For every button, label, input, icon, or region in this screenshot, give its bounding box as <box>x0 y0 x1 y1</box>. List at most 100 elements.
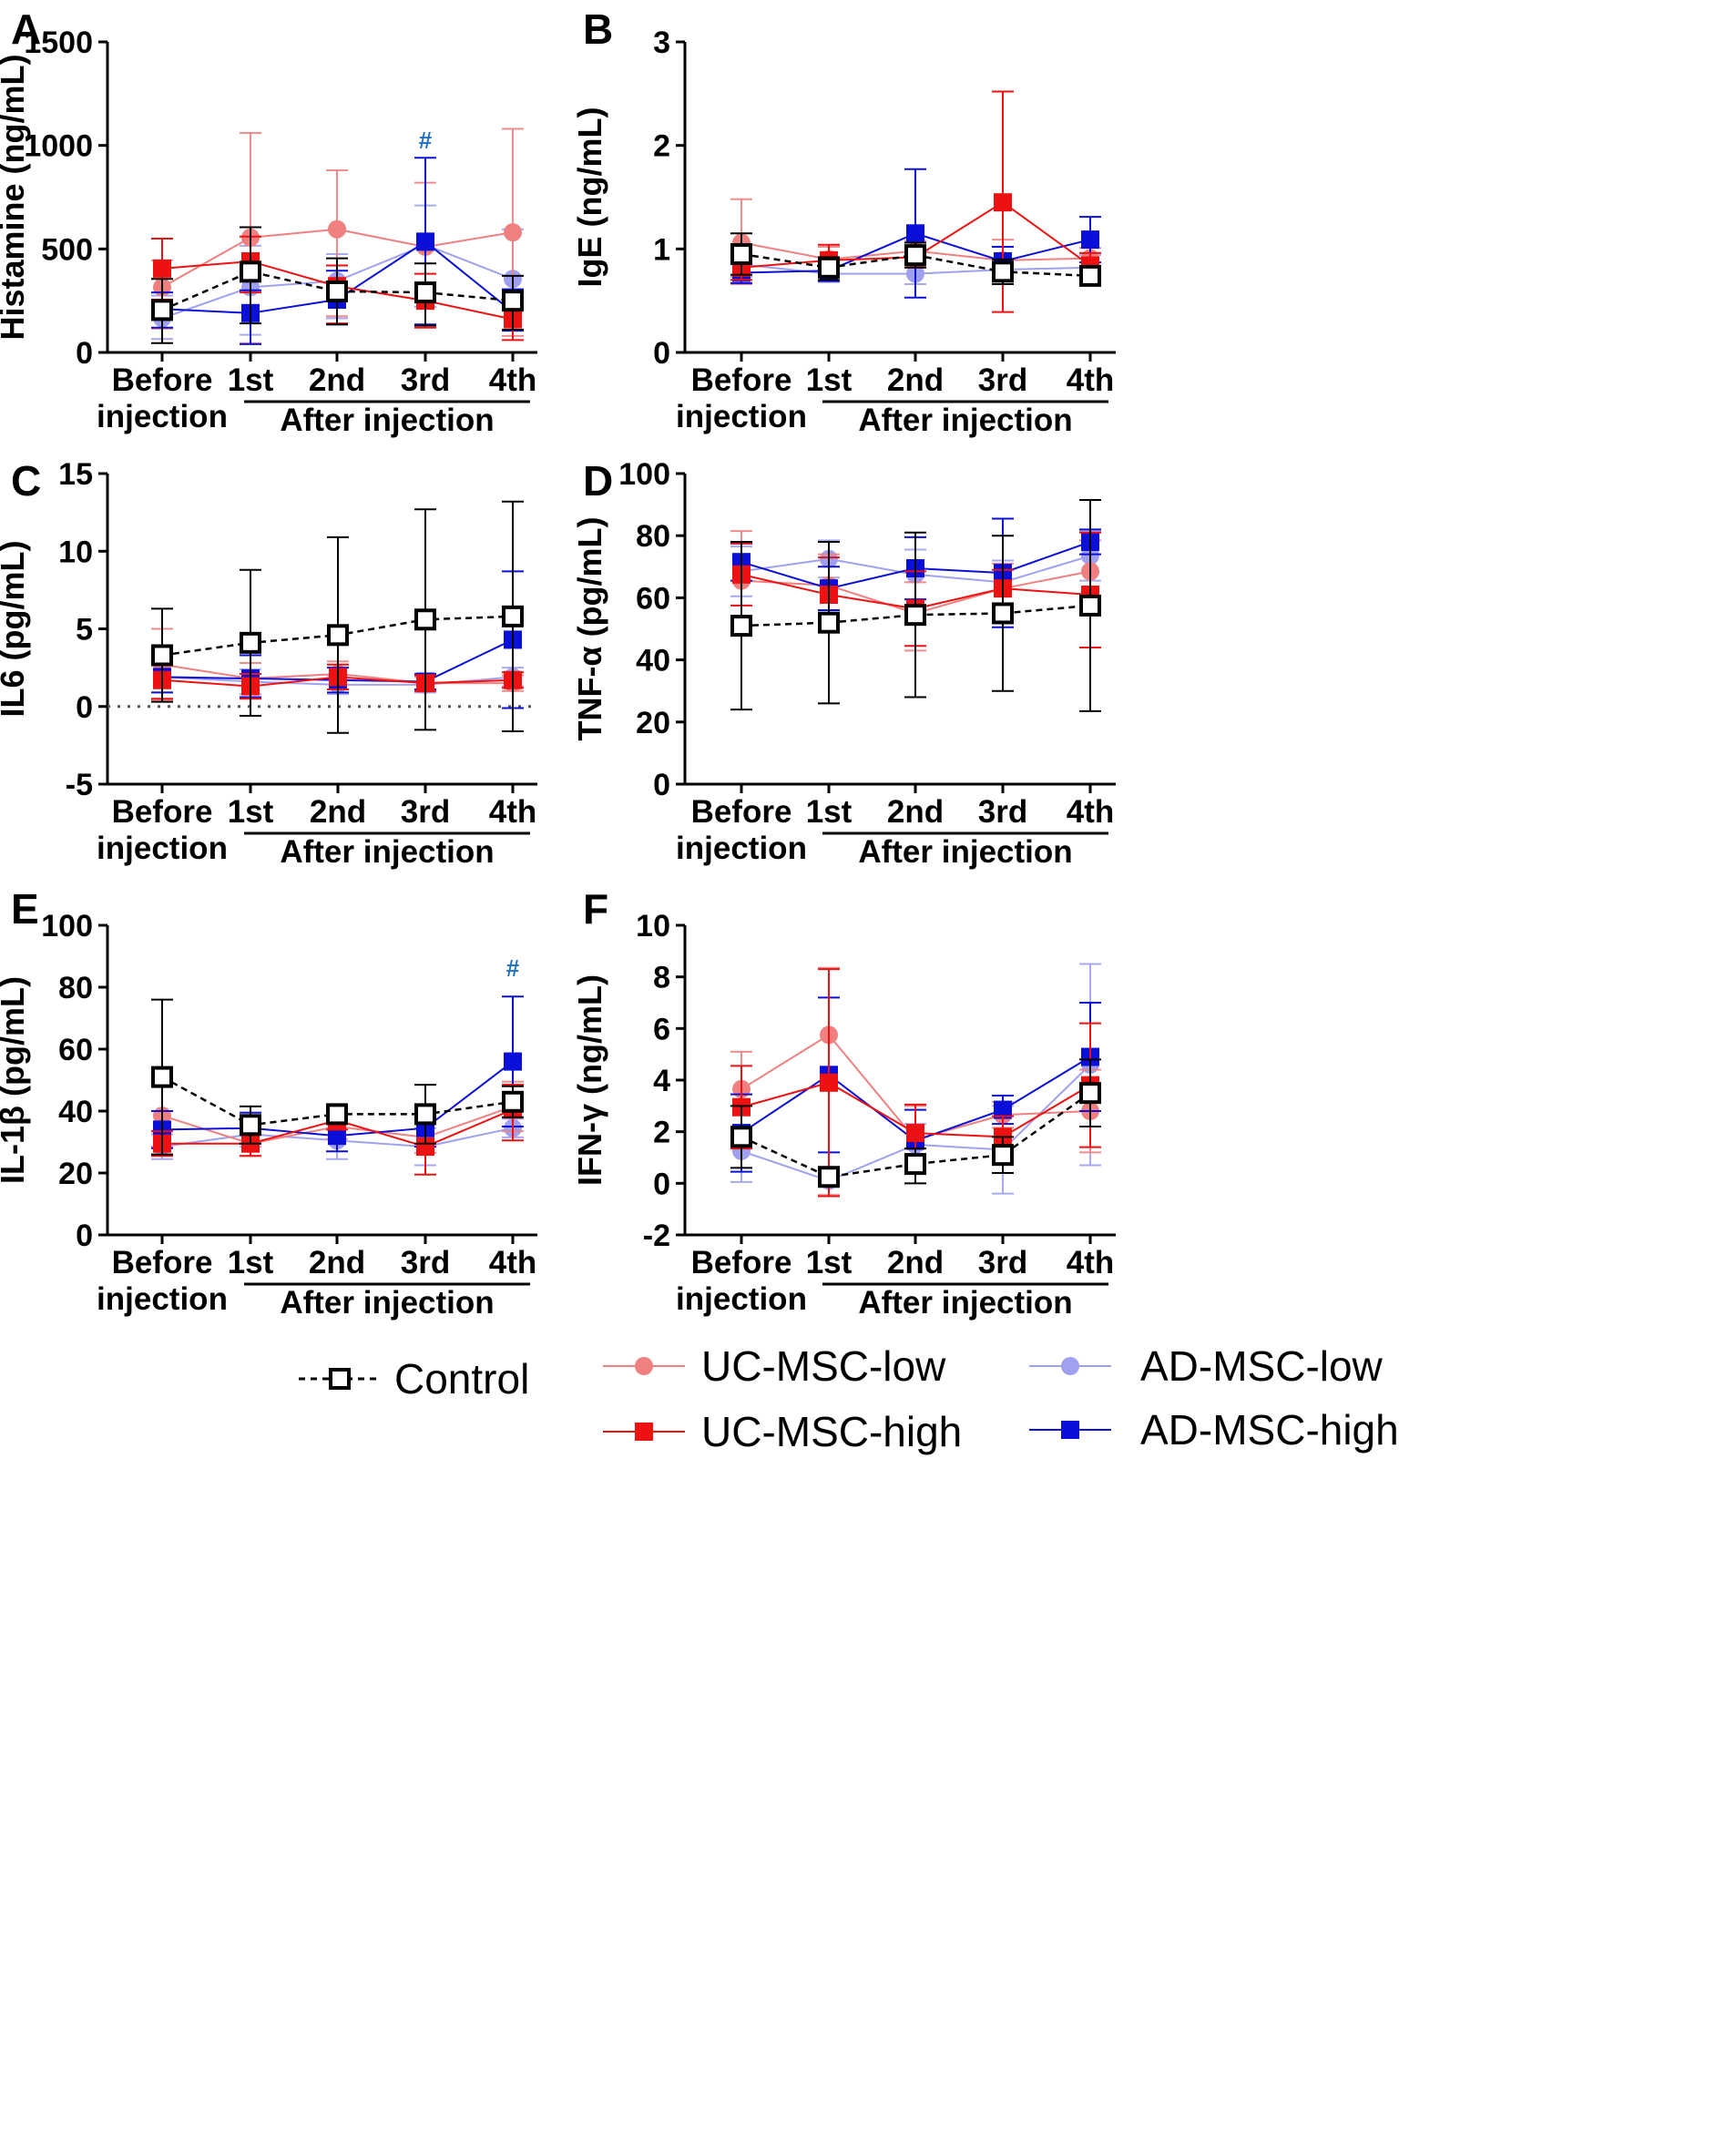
series-control-b <box>730 232 1101 287</box>
marker-control-b <box>730 243 752 266</box>
marker-control-a <box>502 290 524 312</box>
y-tick-label-e: 20 <box>58 1157 93 1191</box>
marker-uc-msc-low-a <box>328 219 346 239</box>
group-label-a: After injection <box>280 403 494 438</box>
x-tick-label-d: 3rd <box>978 794 1027 830</box>
marker-control-e <box>414 1103 436 1126</box>
x-tick-label-f: 2nd <box>887 1245 944 1280</box>
x-tick-label-d: 2nd <box>887 794 944 830</box>
marker-control-b <box>992 260 1014 283</box>
marker-uc-msc-high-f <box>906 1124 924 1143</box>
marker-control-d <box>730 615 752 637</box>
y-tick-label-d: 60 <box>636 581 670 616</box>
marker-control-b <box>904 244 926 267</box>
legend-item-ad-msc-low: AD-MSC-low <box>1029 1342 1384 1390</box>
marker-control-d <box>992 602 1014 625</box>
y-tick-label-d: 40 <box>636 644 670 678</box>
y-tick-label-e: 100 <box>41 909 93 943</box>
x-tick-label-b: 1st <box>806 362 853 398</box>
marker-control-c <box>502 605 524 627</box>
marker-control-e <box>240 1114 261 1137</box>
y-tick-label-e: 80 <box>58 971 93 1005</box>
x-tick-label-e: 4th <box>489 1245 537 1280</box>
y-tick-label-f: 10 <box>636 909 670 943</box>
marker-ad-msc-high-f <box>994 1100 1012 1119</box>
y-tick-label-f: 6 <box>653 1012 670 1046</box>
x-tick-label-c: 3rd <box>401 794 450 830</box>
y-tick-label-d: 80 <box>636 519 670 554</box>
marker-ad-msc-high-legend <box>1061 1421 1079 1439</box>
panel-letter-a: A <box>11 5 41 53</box>
marker-control-f <box>992 1144 1014 1167</box>
marker-uc-msc-high-f <box>820 1073 838 1092</box>
x-tick-label-e: 3rd <box>401 1245 450 1280</box>
y-tick-label-b: 3 <box>653 25 670 60</box>
legend-label-control: Control <box>394 1355 529 1402</box>
x-tick-label-b: 4th <box>1067 362 1115 398</box>
group-label-b: After injection <box>858 403 1072 438</box>
group-label-e: After injection <box>280 1285 494 1321</box>
legend-label-uc-msc-high: UC-MSC-high <box>701 1408 962 1455</box>
x-tick-label-d: 4th <box>1067 794 1115 830</box>
x-tick-label-b: 2nd <box>887 362 944 398</box>
legend-item-uc-msc-high: UC-MSC-high <box>603 1408 962 1455</box>
x-tick-label-c: 4th <box>489 794 537 830</box>
marker-control-c <box>327 624 349 647</box>
x-tick-label-f: Before injection <box>676 1245 807 1317</box>
marker-ad-msc-high-b <box>1081 230 1099 250</box>
x-tick-label-f: 3rd <box>978 1245 1027 1280</box>
x-tick-label-a: 1st <box>228 362 274 398</box>
x-tick-label-a: 3rd <box>401 362 450 398</box>
y-tick-label-a: 500 <box>41 232 93 267</box>
series-control-c <box>151 500 524 734</box>
group-label-f: After injection <box>858 1285 1072 1321</box>
legend-item-ad-msc-high: AD-MSC-high <box>1029 1406 1399 1453</box>
series-control-e <box>151 998 524 1156</box>
marker-uc-msc-high-legend <box>635 1423 653 1441</box>
legend-item-uc-msc-low: UC-MSC-low <box>603 1342 946 1390</box>
marker-control-a <box>240 260 261 283</box>
y-tick-label-e: 0 <box>76 1219 93 1253</box>
marker-ad-msc-low-legend <box>1061 1357 1079 1375</box>
y-tick-label-a: 1500 <box>24 25 93 60</box>
x-tick-label-e: 1st <box>228 1245 274 1280</box>
y-axis-label-c: IL6 (pg/mL) <box>0 541 31 718</box>
marker-ad-msc-high-b <box>906 224 924 243</box>
y-axis-label-d: TNF-α (pg/mL) <box>571 516 608 740</box>
y-tick-label-f: 0 <box>653 1167 670 1201</box>
y-tick-label-c: -5 <box>66 768 93 802</box>
y-tick-label-d: 20 <box>636 706 670 740</box>
marker-control-c <box>240 631 261 654</box>
x-tick-label-d: 1st <box>806 794 853 830</box>
panel-letter-e: E <box>11 885 39 933</box>
marker-control-d <box>904 604 926 627</box>
legend: Control UC-MSC-low AD-MSC-low UC-MSC-high AD… <box>299 1342 1399 1455</box>
y-tick-label-b: 0 <box>653 336 670 371</box>
x-tick-label-e: 2nd <box>309 1245 365 1280</box>
x-tick-label-a: 2nd <box>309 362 365 398</box>
x-tick-label-c: 1st <box>228 794 274 830</box>
x-tick-label-b: 3rd <box>978 362 1027 398</box>
x-tick-label-a: 4th <box>489 362 537 398</box>
marker-control-e <box>326 1103 348 1126</box>
x-tick-label-f: 4th <box>1067 1245 1115 1280</box>
y-tick-label-e: 40 <box>58 1095 93 1129</box>
marker-control-a <box>326 280 348 302</box>
marker-control-f <box>1079 1082 1101 1105</box>
y-tick-label-f: 8 <box>653 961 670 995</box>
y-tick-label-f: 2 <box>653 1116 670 1150</box>
marker-control-a <box>414 281 436 304</box>
series-control-a <box>151 226 524 344</box>
marker-control-a <box>151 299 173 321</box>
x-tick-label-b: Before injection <box>676 362 807 434</box>
y-tick-label-c: 10 <box>58 535 93 569</box>
marker-ad-msc-high-e <box>504 1052 522 1071</box>
x-tick-label-f: 1st <box>806 1245 853 1280</box>
group-label-c: After injection <box>280 834 494 870</box>
marker-control-b <box>818 256 840 279</box>
